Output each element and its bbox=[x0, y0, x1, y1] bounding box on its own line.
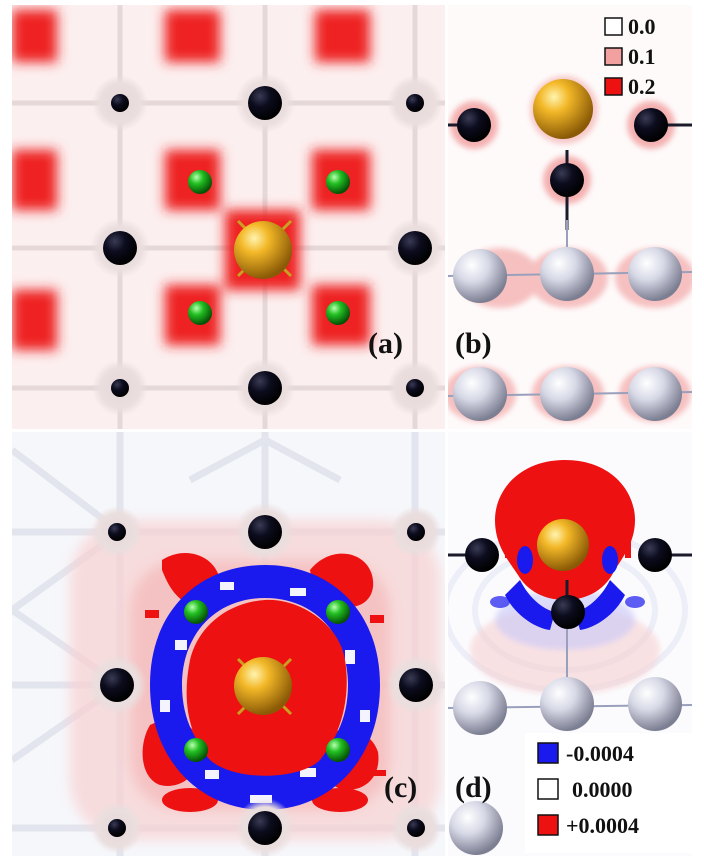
legend-top-swatch-0 bbox=[604, 17, 623, 36]
legend-top-label-1: 0.1 bbox=[628, 44, 656, 69]
legend-top-swatch-2 bbox=[604, 77, 623, 96]
panel-b bbox=[447, 5, 692, 429]
red-fringe-d bbox=[505, 540, 631, 558]
gold-atom-c bbox=[234, 657, 293, 716]
atoms-b bbox=[453, 79, 682, 421]
halos-c bbox=[87, 502, 446, 856]
panel-label-a: (a) bbox=[368, 327, 403, 360]
negative-lobes-d bbox=[490, 546, 645, 630]
carbon-atoms-c bbox=[100, 515, 433, 845]
legend-bottom-label-2: +0.0004 bbox=[566, 813, 639, 838]
legend-bottom-swatch-0 bbox=[537, 742, 559, 764]
carbon-atoms-a bbox=[103, 86, 432, 405]
panel-a bbox=[12, 5, 446, 429]
legend-bottom-label-1: 0.0000 bbox=[572, 777, 633, 802]
gold-atom-a bbox=[234, 219, 293, 279]
atoms-d bbox=[449, 519, 682, 855]
legend-bottom-swatch-2 bbox=[537, 814, 559, 836]
legend-bottom-label-0: -0.0004 bbox=[566, 741, 634, 766]
legend-top-swatch-1 bbox=[604, 47, 623, 66]
legend-bottom-swatch-1 bbox=[537, 778, 559, 800]
panel-label-d: (d) bbox=[455, 771, 492, 804]
legend-top-label-0: 0.0 bbox=[628, 14, 656, 39]
green-atoms-a bbox=[188, 170, 350, 325]
legend-top-label-2: 0.2 bbox=[628, 74, 656, 99]
panel-label-c: (c) bbox=[384, 771, 417, 804]
legend-top: 0.0 0.1 0.2 bbox=[604, 14, 656, 99]
green-atoms-c bbox=[184, 600, 350, 762]
red-fringe-c bbox=[145, 610, 386, 776]
panel-label-b: (b) bbox=[455, 327, 492, 360]
legend-bottom: -0.0004 0.0000 +0.0004 bbox=[525, 733, 693, 853]
panel-c bbox=[12, 432, 446, 856]
